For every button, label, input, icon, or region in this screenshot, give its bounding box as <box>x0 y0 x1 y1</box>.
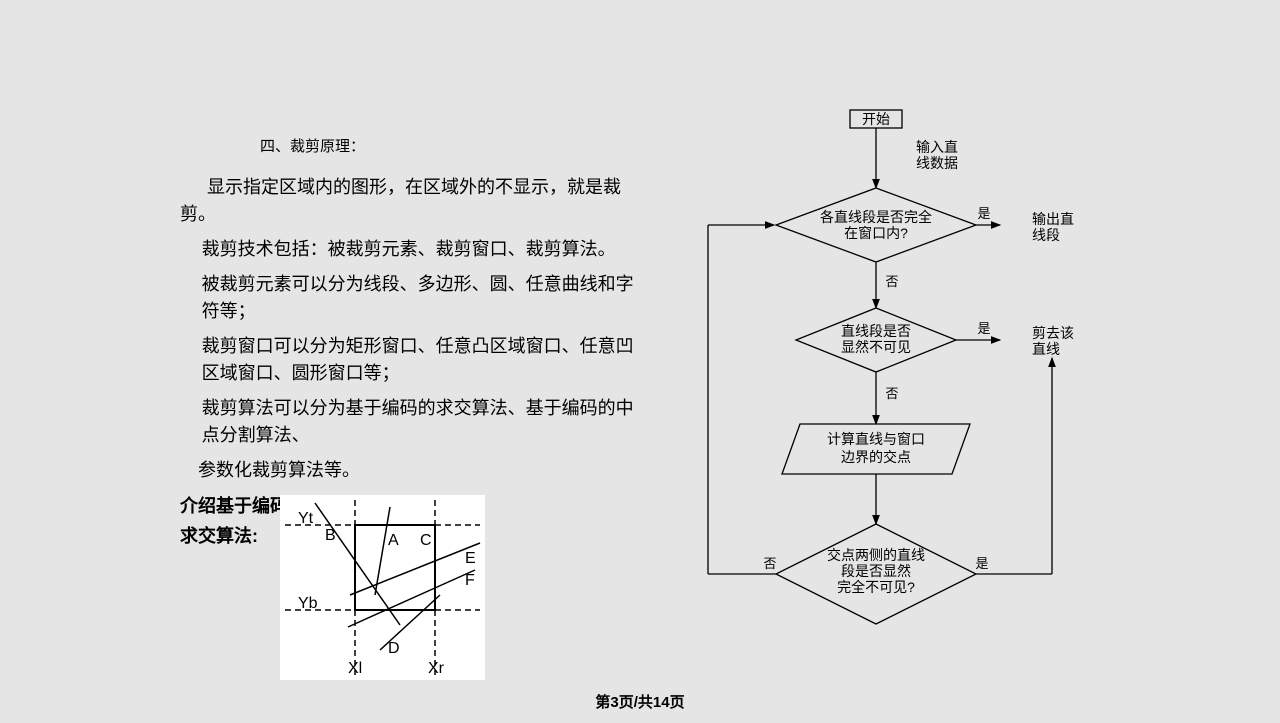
svg-text:B: B <box>325 527 336 544</box>
svg-text:是: 是 <box>975 556 988 571</box>
svg-text:F: F <box>465 572 475 589</box>
svg-text:交点两侧的直线: 交点两侧的直线 <box>827 547 925 563</box>
svg-text:D: D <box>388 640 400 657</box>
svg-text:A: A <box>388 532 399 549</box>
svg-text:剪去该: 剪去该 <box>1032 325 1074 341</box>
clipping-diagram: Yt Yb Xl Xr B A C E F D <box>280 495 485 680</box>
svg-text:输入直: 输入直 <box>916 139 958 155</box>
flowchart: 开始 输入直 线数据 各直线段是否完全 在窗口内? 是 否 输出直 线段 直线段… <box>680 108 1100 718</box>
paragraph: 裁剪窗口可以分为矩形窗口、任意凸区域窗口、任意凹区域窗口、圆形窗口等； <box>180 333 650 387</box>
svg-text:是: 是 <box>977 206 990 221</box>
svg-text:C: C <box>420 532 432 549</box>
svg-text:完全不可见?: 完全不可见? <box>837 579 915 595</box>
svg-text:否: 否 <box>763 556 776 571</box>
svg-text:各直线段是否完全: 各直线段是否完全 <box>820 209 932 225</box>
svg-text:计算直线与窗口: 计算直线与窗口 <box>827 431 925 447</box>
svg-text:Yb: Yb <box>298 595 318 612</box>
svg-text:输出直: 输出直 <box>1032 211 1074 227</box>
svg-text:线数据: 线数据 <box>916 155 958 171</box>
svg-text:直线: 直线 <box>1032 341 1060 357</box>
paragraph: 被裁剪元素可以分为线段、多边形、圆、任意曲线和字符等； <box>180 271 650 325</box>
svg-text:Xr: Xr <box>428 660 445 677</box>
paragraph: 参数化裁剪算法等。 <box>180 457 650 484</box>
page-number: 第3页/共14页 <box>595 691 684 712</box>
svg-text:显然不可见: 显然不可见 <box>841 339 911 355</box>
svg-text:是: 是 <box>977 321 990 336</box>
svg-text:直线段是否: 直线段是否 <box>841 323 911 339</box>
svg-text:E: E <box>465 550 476 567</box>
svg-text:边界的交点: 边界的交点 <box>841 449 911 465</box>
svg-text:开始: 开始 <box>862 111 890 127</box>
svg-text:否: 否 <box>885 274 898 289</box>
svg-text:Xl: Xl <box>348 660 362 677</box>
svg-text:Yt: Yt <box>298 510 314 527</box>
paragraph: 裁剪技术包括：被裁剪元素、裁剪窗口、裁剪算法。 <box>180 236 650 263</box>
svg-text:在窗口内?: 在窗口内? <box>844 225 908 241</box>
svg-text:否: 否 <box>885 386 898 401</box>
svg-text:段是否显然: 段是否显然 <box>841 563 911 579</box>
section-heading: 四、裁剪原理： <box>260 135 650 156</box>
svg-text:线段: 线段 <box>1032 227 1060 243</box>
text-content: 四、裁剪原理： 显示指定区域内的图形，在区域外的不显示，就是裁剪。 裁剪技术包括… <box>180 135 650 548</box>
paragraph: 显示指定区域内的图形，在区域外的不显示，就是裁剪。 <box>180 174 650 228</box>
paragraph: 裁剪算法可以分为基于编码的求交算法、基于编码的中点分割算法、 <box>180 395 650 449</box>
